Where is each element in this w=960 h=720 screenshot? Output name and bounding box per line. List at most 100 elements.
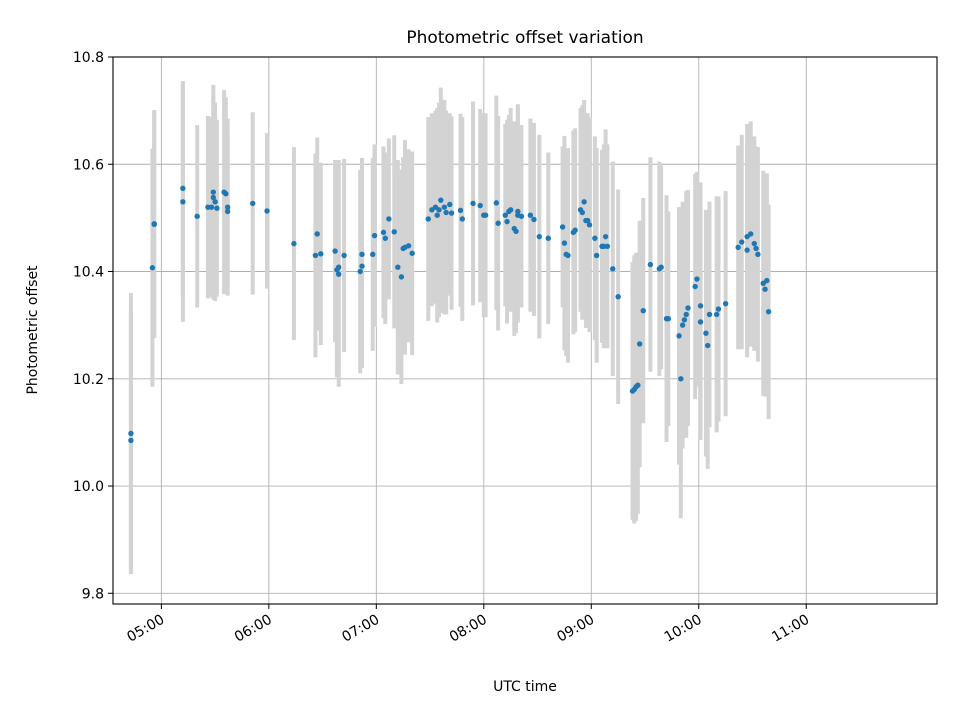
data-point — [703, 330, 709, 336]
data-point — [692, 283, 698, 290]
data-point — [180, 185, 186, 192]
data-point — [604, 243, 611, 250]
data-point — [370, 251, 376, 258]
data-point — [459, 216, 466, 222]
data-point — [448, 210, 455, 216]
data-point — [359, 263, 365, 269]
data-point — [735, 244, 741, 251]
data-point — [493, 200, 500, 206]
y-tick-label: 10.2 — [73, 372, 104, 388]
data-point — [336, 264, 342, 270]
data-point — [635, 382, 641, 388]
data-point — [264, 208, 270, 214]
data-point — [753, 245, 759, 252]
data-point — [224, 208, 231, 215]
x-tick-label: 06:00 — [232, 612, 275, 646]
data-point — [572, 227, 578, 233]
data-point — [405, 243, 412, 249]
data-point — [748, 231, 754, 237]
x-tick-label: 10:00 — [662, 612, 705, 646]
data-point — [357, 268, 363, 275]
data-point — [705, 342, 711, 349]
data-point — [212, 199, 218, 205]
data-point — [128, 430, 134, 437]
data-point — [762, 286, 768, 292]
data-point — [359, 251, 365, 258]
data-point — [694, 276, 700, 282]
data-point — [395, 264, 401, 270]
data-point — [665, 316, 672, 322]
data-point — [502, 212, 508, 218]
data-point — [679, 322, 686, 328]
y-tick-label: 10.4 — [73, 265, 104, 281]
data-point — [250, 200, 256, 207]
data-point — [380, 229, 387, 236]
data-point — [739, 239, 745, 245]
data-point — [681, 317, 688, 323]
y-tick-label: 10.8 — [73, 50, 104, 66]
data-point — [678, 376, 684, 382]
data-points — [128, 185, 772, 444]
data-point — [565, 252, 571, 259]
data-point — [210, 189, 217, 195]
data-point — [391, 229, 397, 235]
data-point — [341, 252, 347, 259]
data-point — [151, 221, 157, 227]
x-tick-label: 11:00 — [769, 612, 812, 646]
data-point — [318, 251, 324, 257]
data-point — [208, 204, 215, 210]
data-point — [434, 212, 440, 218]
data-point — [504, 218, 510, 225]
data-point — [527, 212, 534, 218]
data-point — [744, 247, 750, 253]
data-point — [593, 252, 600, 259]
data-point — [336, 271, 342, 277]
data-point — [441, 204, 448, 210]
data-point — [715, 306, 722, 312]
data-point — [531, 216, 537, 223]
data-point — [180, 199, 186, 205]
data-point — [507, 207, 514, 213]
data-point — [312, 252, 319, 259]
data-point — [495, 220, 501, 226]
data-point — [438, 197, 444, 203]
data-point — [536, 233, 543, 240]
data-point — [210, 194, 217, 201]
data-point — [409, 250, 415, 256]
data-point — [713, 311, 720, 318]
data-point — [764, 277, 770, 284]
data-point — [194, 213, 200, 219]
y-axis-label: Photometric offset — [25, 265, 41, 395]
data-point — [386, 216, 392, 222]
y-tick-label: 10.6 — [73, 157, 104, 173]
data-point — [676, 333, 682, 339]
data-point — [371, 232, 378, 239]
plot-frame — [112, 56, 938, 605]
data-point — [697, 319, 704, 325]
data-point — [647, 261, 654, 268]
data-point — [697, 303, 704, 309]
data-point — [706, 311, 713, 318]
data-point — [602, 233, 609, 240]
data-point — [636, 341, 643, 347]
x-tick-label: 09:00 — [554, 612, 597, 646]
data-point — [561, 240, 568, 246]
chart-title: Photometric offset variation — [406, 28, 643, 48]
data-point — [513, 228, 519, 234]
data-point — [586, 222, 593, 228]
y-tick-label: 10.0 — [73, 479, 104, 495]
data-point — [314, 231, 320, 237]
data-point — [149, 265, 156, 271]
data-point — [640, 307, 646, 314]
data-point — [223, 191, 229, 197]
data-point — [477, 202, 483, 209]
data-point — [291, 240, 297, 247]
data-point — [559, 224, 566, 230]
data-point — [224, 204, 231, 210]
x-ticks: 05:00 06:00 07:00 08:00 09:00 10:00 11:00 — [124, 604, 812, 646]
data-point — [470, 200, 476, 207]
data-point — [683, 311, 689, 318]
x-tick-label: 07:00 — [339, 612, 382, 646]
data-point — [398, 274, 405, 280]
